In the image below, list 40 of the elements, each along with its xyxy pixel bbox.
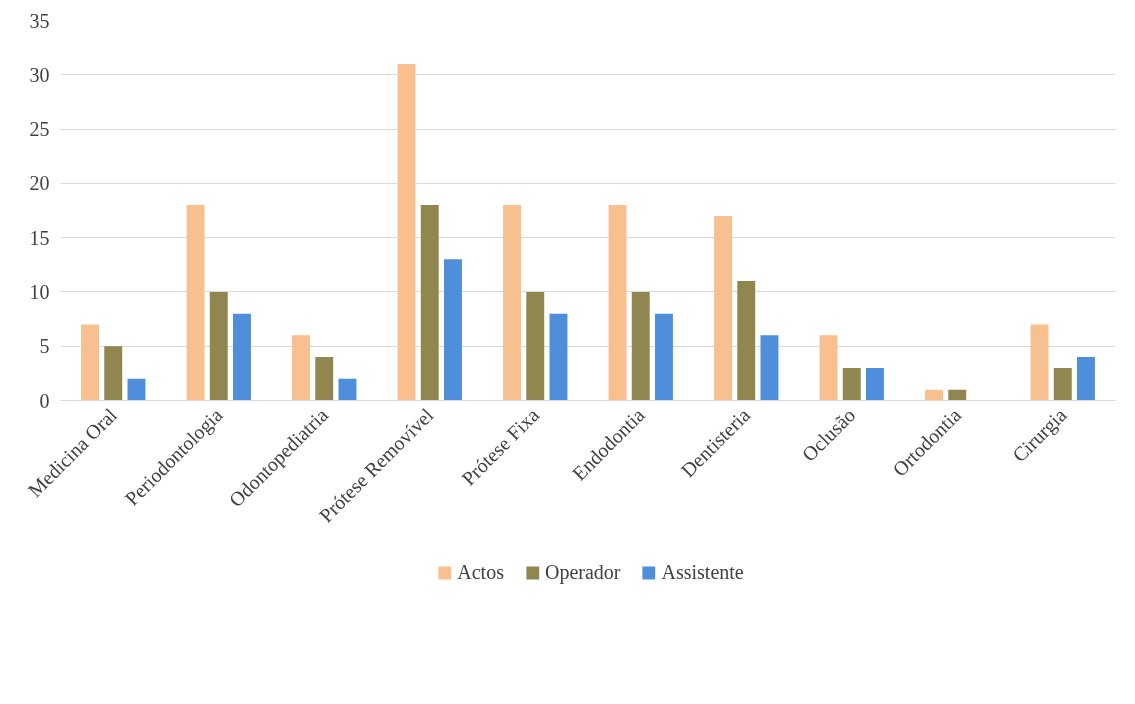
- bar: [292, 335, 311, 401]
- y-tick-label: 35: [29, 9, 50, 32]
- bar: [714, 215, 733, 401]
- y-tick-label: 20: [29, 172, 50, 195]
- bar: [104, 346, 123, 401]
- bar: [608, 205, 627, 401]
- y-tick-label: 10: [29, 280, 50, 303]
- bar: [737, 281, 756, 401]
- bar: [186, 205, 205, 401]
- bar: [81, 324, 100, 401]
- bar: [760, 335, 779, 401]
- bar: [865, 367, 884, 401]
- bar: [209, 291, 228, 401]
- bar: [338, 378, 357, 401]
- bar: [1030, 324, 1049, 401]
- bar: [315, 357, 334, 401]
- y-tick-label: 15: [29, 226, 50, 249]
- bar: [842, 367, 861, 401]
- bar: [127, 378, 146, 401]
- y-tick-label: 0: [39, 389, 50, 412]
- legend-label: Actos: [457, 560, 504, 584]
- bar: [526, 291, 545, 401]
- bar: [819, 335, 838, 401]
- bar: [397, 63, 416, 401]
- y-tick-label: 5: [39, 335, 50, 358]
- bar: [654, 313, 673, 401]
- legend-label: Assistente: [661, 560, 744, 584]
- bar: [420, 205, 439, 401]
- bar: [1076, 357, 1095, 401]
- bar: [503, 205, 522, 401]
- bar: [443, 259, 462, 401]
- bar: [1053, 367, 1072, 401]
- bar: [925, 389, 944, 401]
- bar: [549, 313, 568, 401]
- y-tick-label: 30: [29, 63, 50, 86]
- bar: [232, 313, 251, 401]
- bar: [631, 291, 650, 401]
- y-tick-label: 25: [29, 118, 50, 141]
- bar: [948, 389, 967, 401]
- legend-label: Operador: [544, 560, 621, 584]
